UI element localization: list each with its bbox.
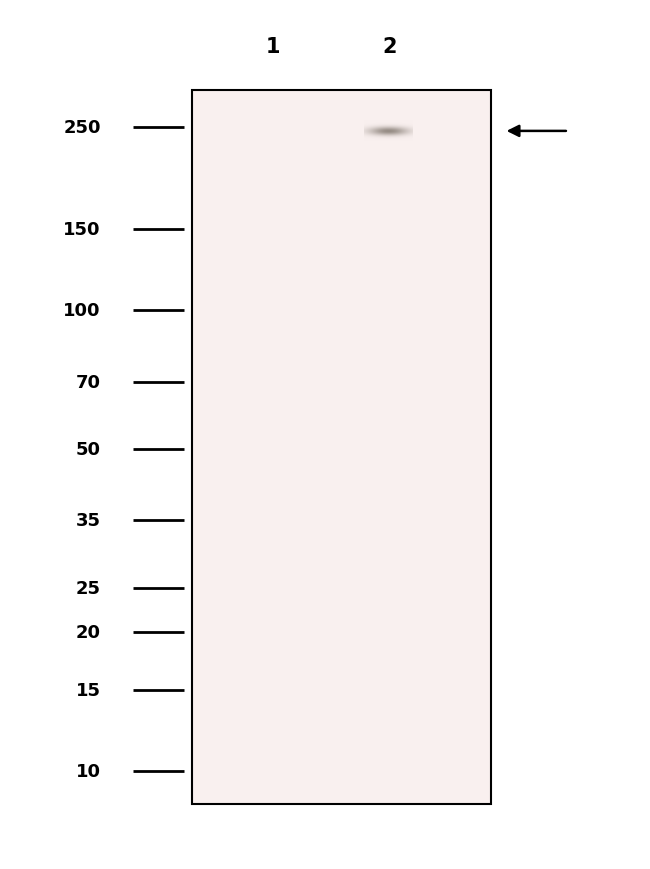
Text: 35: 35 (76, 512, 101, 530)
Text: 25: 25 (76, 579, 101, 597)
Bar (192, 91, 491, 804)
Text: 15: 15 (76, 681, 101, 700)
Text: 2: 2 (383, 36, 397, 56)
Text: 70: 70 (76, 374, 101, 391)
Text: 150: 150 (63, 221, 101, 239)
Text: 50: 50 (76, 441, 101, 459)
Text: 1: 1 (266, 36, 280, 56)
Text: 100: 100 (63, 302, 101, 320)
Text: 20: 20 (76, 624, 101, 641)
Text: 10: 10 (76, 762, 101, 780)
Text: 250: 250 (63, 119, 101, 136)
